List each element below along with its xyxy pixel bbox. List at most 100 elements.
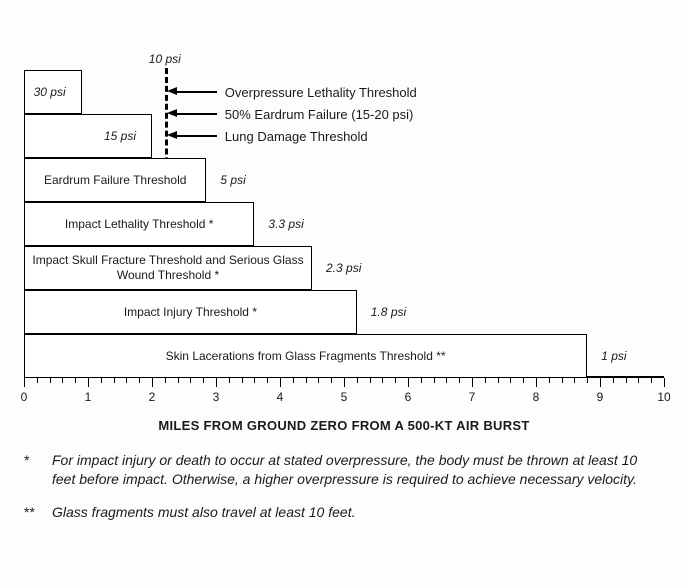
footnote: **Glass fragments must also travel at le… [24,503,664,522]
x-tick-minor [254,378,255,383]
x-axis: 012345678910 [24,378,664,414]
x-tick-label: 0 [21,390,28,404]
x-tick-minor [382,378,383,383]
x-tick-minor [357,378,358,383]
x-tick-major [536,378,537,387]
bar: Impact Injury Threshold * [24,290,357,334]
x-tick-major [344,378,345,387]
x-tick-minor [485,378,486,383]
x-tick-major [472,378,473,387]
x-tick-minor [421,378,422,383]
bar-label: Impact Lethality Threshold * [61,217,218,232]
bars-area: 10 psi 30 psi 15 psi Eardrum Failure Thresh… [24,18,664,378]
psi-label: 1.8 psi [371,305,406,319]
x-tick-label: 2 [149,390,156,404]
x-tick-label: 4 [277,390,284,404]
x-tick-minor [178,378,179,383]
x-tick-minor [62,378,63,383]
x-tick-minor [587,378,588,383]
x-tick-major [216,378,217,387]
x-tick-label: 6 [405,390,412,404]
x-tick-minor [498,378,499,383]
x-axis-title: MILES FROM GROUND ZERO FROM A 500-KT AIR… [24,418,664,433]
callout-arrow-line [173,91,217,93]
x-tick-minor [510,378,511,383]
x-tick-label: 7 [469,390,476,404]
x-tick-label: 1 [85,390,92,404]
x-tick-minor [459,378,460,383]
psi-label: 30 psi [34,85,66,99]
bar: Impact Lethality Threshold * [24,202,254,246]
bar: Impact Skull Fracture Threshold and Seri… [24,246,312,290]
footnote-text: For impact injury or death to occur at s… [52,451,664,489]
x-tick-label: 3 [213,390,220,404]
x-tick-minor [190,378,191,383]
x-tick-major [664,378,665,387]
x-tick-minor [165,378,166,383]
x-tick-minor [549,378,550,383]
x-tick-minor [434,378,435,383]
x-tick-minor [75,378,76,383]
x-tick-major [600,378,601,387]
x-tick-label: 5 [341,390,348,404]
x-tick-label: 10 [657,390,670,404]
x-tick-minor [203,378,204,383]
x-tick-minor [446,378,447,383]
x-tick-minor [395,378,396,383]
bar-label: Skin Lacerations from Glass Fragments Th… [162,349,450,364]
callout-arrow-line [173,113,217,115]
bar-label: Eardrum Failure Threshold [40,173,191,188]
x-tick-minor [613,378,614,383]
arrow-left-icon [167,109,177,117]
x-tick-minor [267,378,268,383]
x-tick-major [408,378,409,387]
x-tick-major [24,378,25,387]
psi-label: 2.3 psi [326,261,361,275]
x-tick-minor [101,378,102,383]
footnote-text: Glass fragments must also travel at leas… [52,503,355,522]
psi-label: 5 psi [220,173,245,187]
x-tick-minor [651,378,652,383]
x-tick-minor [638,378,639,383]
callout-text: 50% Eardrum Failure (15-20 psi) [225,107,414,122]
x-tick-minor [331,378,332,383]
x-tick-minor [126,378,127,383]
callout-text: Overpressure Lethality Threshold [225,85,417,100]
bar: Skin Lacerations from Glass Fragments Th… [24,334,587,378]
x-tick-major [88,378,89,387]
blast-effects-chart: 10 psi30 psi15 psiEardrum Failure Thresh… [24,18,664,433]
arrow-left-icon [167,87,177,95]
x-tick-minor [114,378,115,383]
x-tick-minor [293,378,294,383]
x-tick-label: 9 [597,390,604,404]
x-tick-major [280,378,281,387]
x-tick-major [152,378,153,387]
psi-label: 1 psi [601,349,626,363]
x-tick-minor [229,378,230,383]
footnote-mark: * [24,451,52,489]
bar-label: Impact Skull Fracture Threshold and Seri… [25,253,311,283]
x-tick-minor [562,378,563,383]
footnote: *For impact injury or death to occur at … [24,451,664,489]
x-tick-minor [37,378,38,383]
x-tick-minor [50,378,51,383]
bar: Eardrum Failure Threshold [24,158,206,202]
x-tick-minor [242,378,243,383]
psi-label: 3.3 psi [268,217,303,231]
callout-arrow-line [173,135,217,137]
x-tick-minor [574,378,575,383]
x-tick-minor [306,378,307,383]
psi-label: 15 psi [104,129,136,143]
x-tick-minor [523,378,524,383]
x-tick-label: 8 [533,390,540,404]
bar-label: Impact Injury Threshold * [120,305,261,320]
callout-text: Lung Damage Threshold [225,129,368,144]
x-tick-minor [318,378,319,383]
footnote-mark: ** [24,503,52,522]
x-tick-minor [139,378,140,383]
x-tick-minor [626,378,627,383]
x-tick-minor [370,378,371,383]
arrow-left-icon [167,131,177,139]
footnotes: *For impact injury or death to occur at … [24,451,664,522]
psi-label-top: 10 psi [149,52,181,66]
